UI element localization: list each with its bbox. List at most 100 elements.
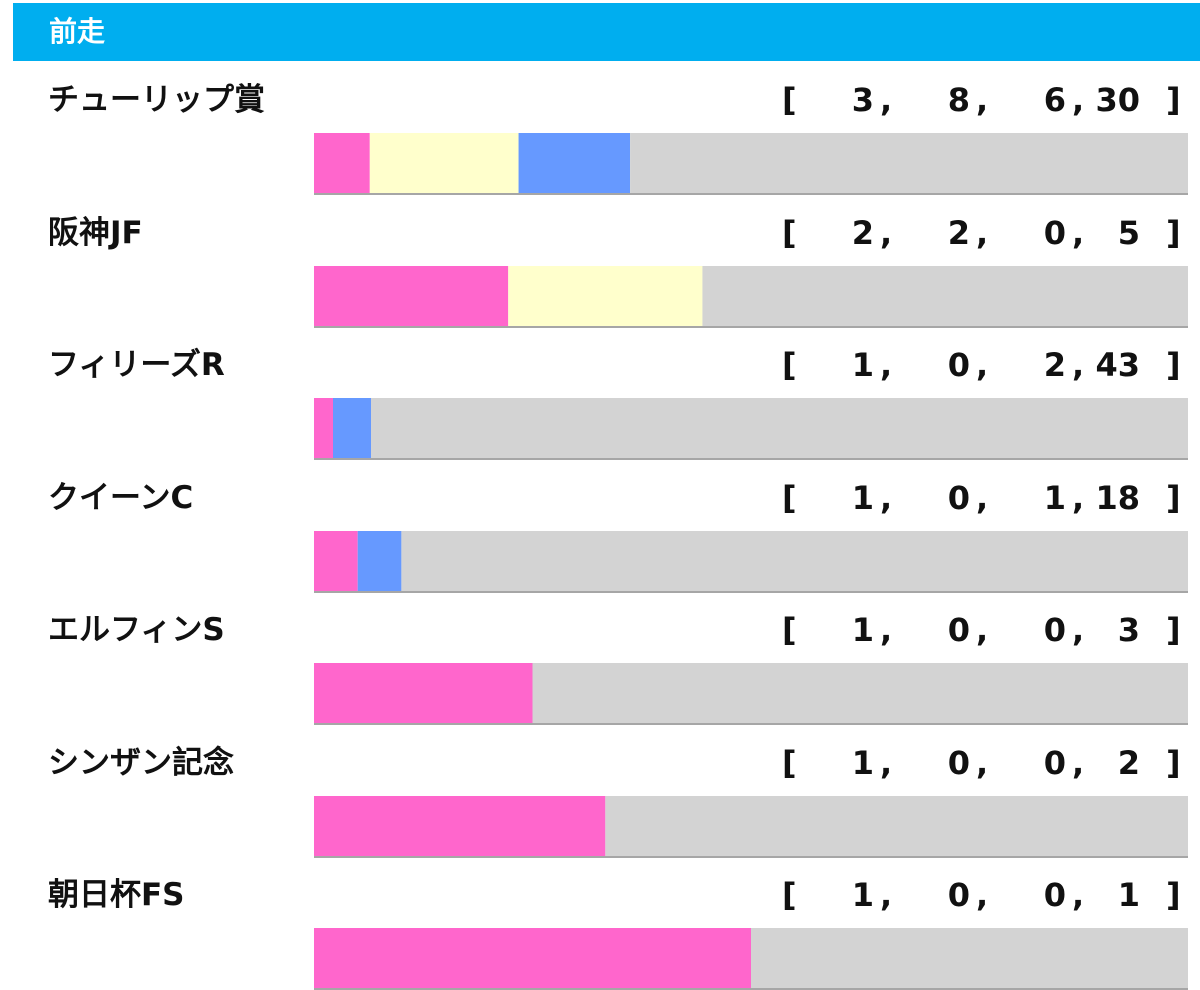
record-open-bracket: [ xyxy=(782,876,797,914)
record-value: 18 xyxy=(1095,478,1140,517)
record-close-bracket: ] xyxy=(1166,81,1181,119)
record-text: [1, 0, 1, 18] xyxy=(776,476,1188,520)
record-open-bracket: [ xyxy=(782,346,797,384)
race-row: 朝日杯FS[1, 0, 0, 1] xyxy=(0,867,1200,990)
bar-segment-first xyxy=(314,663,533,723)
record-value: 0 xyxy=(947,478,970,517)
record-separator: , xyxy=(976,213,989,252)
record-close-bracket: ] xyxy=(1166,346,1181,384)
record-value: 0 xyxy=(1043,743,1066,782)
bar-segment-other xyxy=(532,663,1188,723)
record-separator: , xyxy=(976,611,989,649)
record-open-bracket: [ xyxy=(782,81,797,119)
record-value: 1 xyxy=(1043,478,1066,517)
race-row: 阪神JF[2, 2, 0, 5] xyxy=(0,205,1200,328)
bar-baseline xyxy=(314,193,1188,195)
record-text: [1, 0, 2, 43] xyxy=(776,343,1188,387)
record-separator: , xyxy=(880,876,893,914)
record-separator: , xyxy=(1072,213,1085,252)
stacked-bar xyxy=(314,398,1188,460)
race-name-label: クイーンC xyxy=(48,479,194,516)
record-value: 1 xyxy=(851,478,874,517)
record-open-bracket: [ xyxy=(782,611,797,649)
bar-segment-other xyxy=(702,265,1188,326)
bar-segment-first xyxy=(314,928,751,988)
record-close-bracket: ] xyxy=(1166,213,1181,252)
bar-segment-first xyxy=(314,265,509,326)
record-value: 1 xyxy=(1117,876,1140,914)
record-value: 0 xyxy=(947,346,970,384)
record-separator: , xyxy=(1072,478,1085,517)
record-value: 3 xyxy=(851,81,874,119)
record-value: 3 xyxy=(1117,611,1140,649)
record-separator: , xyxy=(976,346,989,384)
record-value: 0 xyxy=(1043,213,1066,252)
record-separator: , xyxy=(880,213,893,252)
record-close-bracket: ] xyxy=(1166,478,1181,517)
bar-baseline xyxy=(314,590,1188,593)
record-separator: , xyxy=(1072,876,1085,914)
record-value: 5 xyxy=(1117,213,1140,252)
record-separator: , xyxy=(1072,611,1085,649)
record-separator: , xyxy=(1072,743,1085,782)
header-title: 前走 xyxy=(49,15,106,48)
record-value: 0 xyxy=(947,611,970,649)
bar-track xyxy=(314,265,1188,328)
record-value: 0 xyxy=(947,743,970,782)
record-separator: , xyxy=(880,346,893,384)
bar-track xyxy=(314,530,1188,593)
bar-track xyxy=(314,133,1188,195)
record-separator: , xyxy=(880,611,893,649)
record-close-bracket: ] xyxy=(1166,743,1181,782)
record-text: [3, 8, 6, 30] xyxy=(776,78,1188,122)
record-separator: , xyxy=(976,478,989,517)
bar-segment-first xyxy=(314,398,333,458)
bar-segment-other xyxy=(751,928,1188,988)
race-name-label: エルフィンS xyxy=(48,612,225,648)
bar-segment-third xyxy=(518,133,631,193)
bar-segment-second xyxy=(508,265,703,326)
record-value: 0 xyxy=(1043,611,1066,649)
record-separator: , xyxy=(880,478,893,517)
race-name-label: フィリーズR xyxy=(48,347,225,383)
bar-segment-other xyxy=(401,530,1188,591)
record-value: 43 xyxy=(1095,346,1140,384)
stacked-bar xyxy=(314,265,1188,328)
record-separator: , xyxy=(976,81,989,119)
race-row: クイーンC[1, 0, 1, 18] xyxy=(0,470,1200,593)
record-value: 1 xyxy=(851,743,874,782)
race-row: フィリーズR[1, 0, 2, 43] xyxy=(0,337,1200,460)
bar-track xyxy=(314,398,1188,460)
record-value: 0 xyxy=(947,876,970,914)
record-text: [1, 0, 0, 1] xyxy=(776,873,1188,917)
bar-segment-third xyxy=(357,530,402,591)
bar-segment-third xyxy=(333,398,371,458)
bar-baseline xyxy=(314,458,1188,460)
record-value: 6 xyxy=(1043,81,1066,119)
bar-track xyxy=(314,663,1188,725)
bar-segment-first xyxy=(314,795,606,856)
bar-baseline xyxy=(314,855,1188,858)
record-value: 2 xyxy=(947,213,970,252)
record-value: 0 xyxy=(1043,876,1066,914)
record-separator: , xyxy=(976,876,989,914)
record-value: 1 xyxy=(851,876,874,914)
section-header: 前走 xyxy=(13,3,1200,61)
race-row: エルフィンS[1, 0, 0, 3] xyxy=(0,602,1200,725)
race-name-label: チューリップ賞 xyxy=(48,82,265,118)
race-name-label: 阪神JF xyxy=(48,214,143,251)
race-row: チューリップ賞[3, 8, 6, 30] xyxy=(0,72,1200,195)
record-separator: , xyxy=(1072,346,1085,384)
record-close-bracket: ] xyxy=(1166,611,1181,649)
record-separator: , xyxy=(880,743,893,782)
record-value: 30 xyxy=(1095,81,1140,119)
stacked-bar xyxy=(314,795,1188,858)
record-text: [2, 2, 0, 5] xyxy=(776,211,1188,255)
record-open-bracket: [ xyxy=(782,743,797,782)
race-name-label: シンザン記念 xyxy=(48,744,234,781)
record-open-bracket: [ xyxy=(782,213,797,252)
record-close-bracket: ] xyxy=(1166,876,1181,914)
bar-segment-other xyxy=(630,133,1188,193)
record-separator: , xyxy=(1072,81,1085,119)
record-value: 8 xyxy=(947,81,970,119)
